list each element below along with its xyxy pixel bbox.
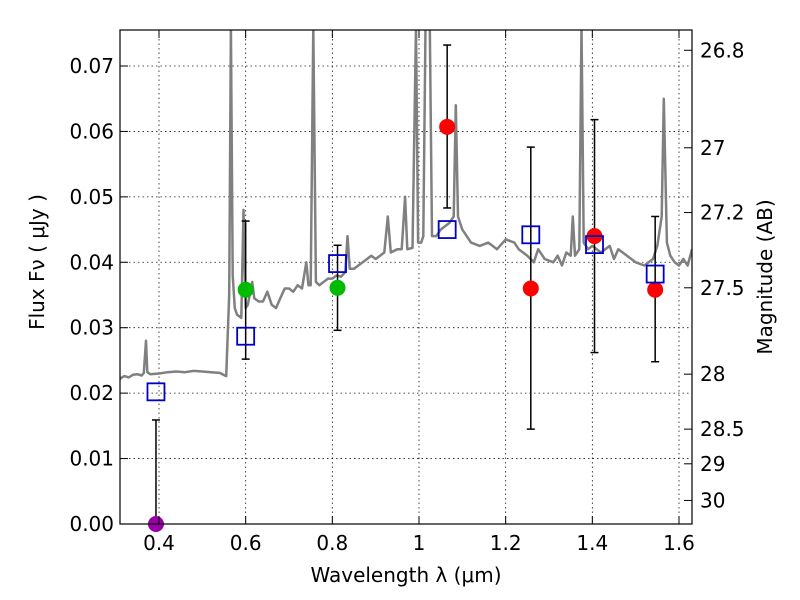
y2-tick-label: 29: [700, 452, 725, 476]
model-photometry-square: [146, 382, 166, 402]
x-tick-label: 1: [413, 531, 426, 555]
observed-flux-point: [439, 118, 456, 135]
data-markers: [146, 44, 665, 532]
y-tick-label: 0.04: [69, 250, 114, 274]
x-tick-label: 1.4: [576, 531, 608, 555]
y-axis-title: Flux Fν ( μJy ): [25, 194, 49, 330]
observed-flux-point: [522, 280, 539, 297]
y-tick-label: 0.00: [69, 512, 114, 536]
y-tick-label: 0.05: [69, 185, 114, 209]
y2-axis-title: Magnitude (AB): [753, 199, 777, 354]
observed-flux-point: [329, 279, 346, 296]
plot-frame: [119, 29, 693, 525]
y2-tick-label: 30: [700, 488, 725, 512]
observed-flux-point: [237, 281, 254, 298]
x-axis-title: Wavelength λ (μm): [310, 563, 501, 587]
x-tick-label: 0.4: [143, 531, 175, 555]
observed-flux-point: [647, 281, 664, 298]
sed-spectrum-line: [120, 30, 692, 380]
plot-area: [120, 30, 692, 380]
grid: [120, 30, 692, 525]
y-tick-label: 0.02: [69, 381, 114, 405]
x-tick-label: 1.6: [663, 531, 695, 555]
x-tick-label: 1.2: [490, 531, 522, 555]
model-photometry-square: [521, 225, 541, 245]
y2-tick-label: 26.8: [700, 38, 745, 62]
model-photometry-square: [645, 264, 665, 284]
x-tick-label: 0.6: [230, 531, 262, 555]
ticks: 0.4 0.6 0.8 1 1.2 1.4 1.6 0.00 0.01 0.02 0.03 0.04 0…: [69, 30, 745, 555]
y-tick-label: 0.03: [69, 316, 114, 340]
model-photometry-square: [328, 254, 347, 273]
y2-tick-label: 27.2: [700, 201, 745, 225]
x-tick-label: 0.8: [316, 531, 348, 555]
model-photometry-square: [236, 326, 256, 346]
y2-tick-label: 28: [700, 362, 725, 386]
y-tick-label: 0.01: [69, 447, 114, 471]
y-tick-label: 0.06: [69, 119, 114, 143]
model-photometry-square: [437, 220, 457, 239]
model-photometry-square: [585, 235, 604, 255]
y-tick-label: 0.07: [69, 54, 114, 78]
y2-tick-label: 27.5: [700, 276, 745, 300]
y2-tick-label: 28.5: [700, 417, 745, 441]
y2-tick-label: 27: [700, 136, 725, 160]
